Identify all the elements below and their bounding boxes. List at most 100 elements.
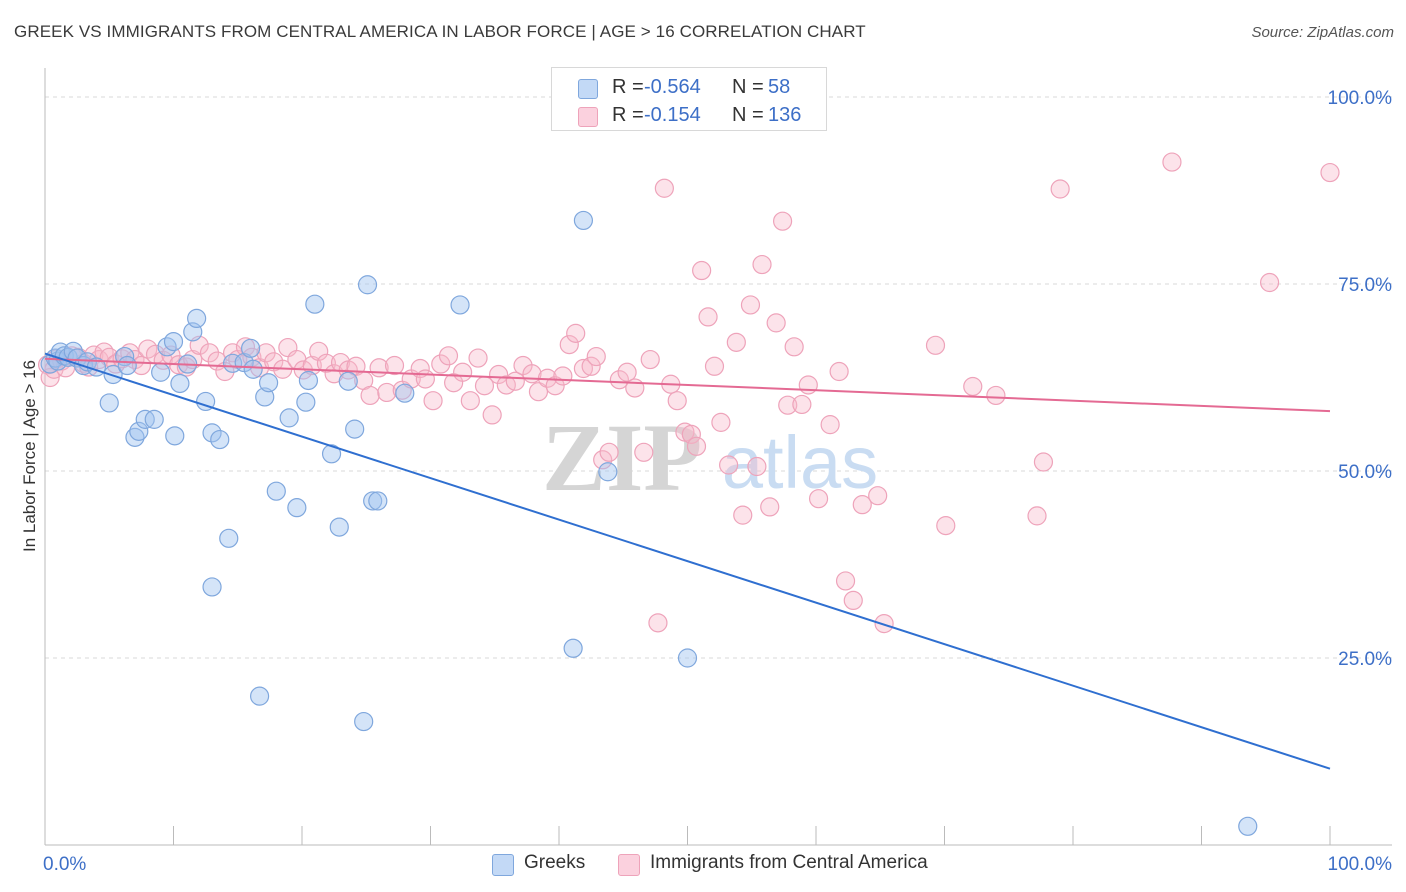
y-axis-label: In Labor Force | Age > 16 <box>20 360 39 552</box>
data-point-central-america <box>131 355 151 376</box>
legend-label: Immigrants from Central America <box>650 852 928 873</box>
trend-line-central-america <box>44 357 1331 413</box>
data-point-central-america <box>686 436 707 456</box>
data-point-central-america <box>468 348 488 368</box>
data-point-central-america <box>719 455 739 475</box>
data-point-greeks <box>296 392 316 412</box>
central-america-swatch <box>618 854 640 876</box>
data-point-central-america <box>681 424 701 444</box>
stats-row-central-america: R = -0.154 N = 136 <box>552 102 826 130</box>
data-point-central-america <box>654 178 674 198</box>
data-point-central-america <box>766 313 786 333</box>
data-point-greeks <box>165 426 185 446</box>
data-point-greeks <box>287 498 307 518</box>
data-point-central-america <box>740 295 761 315</box>
data-point-central-america <box>1027 506 1047 526</box>
data-point-greeks <box>598 462 618 482</box>
data-point-greeks <box>298 370 319 391</box>
n-label: N = <box>732 104 764 126</box>
data-point-greeks <box>338 371 358 391</box>
axes <box>44 68 1392 846</box>
trend-line-greeks <box>44 352 1331 770</box>
data-point-central-america <box>772 211 793 231</box>
data-point-greeks <box>305 294 325 314</box>
data-point-central-america <box>581 356 601 376</box>
data-point-central-america <box>634 442 654 462</box>
data-point-central-america <box>808 489 829 509</box>
data-point-greeks <box>241 338 261 358</box>
data-point-greeks <box>103 364 123 385</box>
data-point-greeks <box>573 210 594 231</box>
data-point-central-america <box>559 334 579 355</box>
data-point-greeks <box>243 359 263 379</box>
data-point-greeks <box>202 577 222 597</box>
data-point-central-america <box>1260 272 1280 293</box>
data-point-greeks <box>1238 816 1258 836</box>
data-point-central-america <box>698 307 718 327</box>
r-value: -0.564 <box>644 76 701 98</box>
data-point-greeks <box>354 711 374 732</box>
grid-lines <box>45 96 1392 659</box>
data-point-central-america <box>986 385 1006 406</box>
data-point-greeks <box>249 686 270 706</box>
data-point-greeks <box>321 444 342 464</box>
data-point-central-america <box>599 442 619 462</box>
data-point-greeks <box>151 362 171 382</box>
data-point-central-america <box>1162 152 1182 172</box>
n-value: 58 <box>768 76 791 98</box>
y-tick-label: 50.0% <box>1338 462 1392 483</box>
source-credit: Source: ZipAtlas.com <box>1251 24 1394 41</box>
data-point-central-america <box>431 354 451 374</box>
data-point-central-america <box>726 332 746 352</box>
data-point-central-america <box>784 337 804 357</box>
watermark-zip: ZIP <box>542 404 702 511</box>
data-point-greeks <box>144 409 164 429</box>
data-point-central-america <box>545 376 565 396</box>
data-point-central-america <box>438 346 459 366</box>
x-tick-labels: 0.0% 100.0% <box>43 854 1392 875</box>
r-label: R = <box>612 76 644 98</box>
data-point-greeks <box>157 337 177 357</box>
data-point-central-america <box>505 371 525 391</box>
data-point-central-america <box>667 391 687 411</box>
data-point-central-america <box>566 323 586 343</box>
data-point-central-america <box>829 361 849 382</box>
y-tick-labels: 25.0% 50.0% 75.0% 100.0% <box>1328 88 1393 670</box>
data-point-central-america <box>199 343 220 363</box>
data-point-central-america <box>852 495 872 515</box>
data-point-central-america <box>843 590 863 611</box>
data-point-central-america <box>925 335 946 355</box>
data-point-greeks <box>329 517 349 537</box>
data-point-central-america <box>835 571 856 591</box>
data-point-central-america <box>747 456 767 477</box>
data-point-greeks <box>219 528 239 548</box>
data-point-greeks <box>266 481 286 501</box>
data-point-central-america <box>792 394 812 415</box>
data-point-greeks <box>345 419 365 439</box>
data-point-central-america <box>309 341 329 361</box>
n-value: 136 <box>768 104 802 126</box>
data-point-greeks <box>210 429 230 450</box>
data-point-greeks <box>117 355 137 376</box>
data-point-greeks <box>170 373 190 394</box>
data-point-greeks <box>363 491 383 511</box>
data-point-central-america <box>528 382 549 402</box>
data-point-central-america <box>1033 452 1054 472</box>
data-point-greeks <box>255 387 275 407</box>
data-point-central-america <box>423 391 443 411</box>
y-tick-label: 25.0% <box>1338 649 1392 670</box>
data-point-greeks <box>187 308 207 329</box>
data-point-central-america <box>573 358 594 379</box>
data-point-central-america <box>415 369 435 389</box>
data-point-greeks <box>258 373 279 393</box>
data-point-central-america <box>963 376 983 397</box>
data-point-greeks <box>368 491 388 511</box>
data-point-central-america <box>586 346 606 367</box>
data-point-central-america <box>711 412 731 432</box>
data-point-greeks <box>677 648 698 668</box>
data-point-central-america <box>482 405 502 425</box>
data-point-central-america <box>874 613 894 634</box>
central-america-swatch <box>578 107 598 127</box>
data-point-central-america <box>704 356 725 376</box>
